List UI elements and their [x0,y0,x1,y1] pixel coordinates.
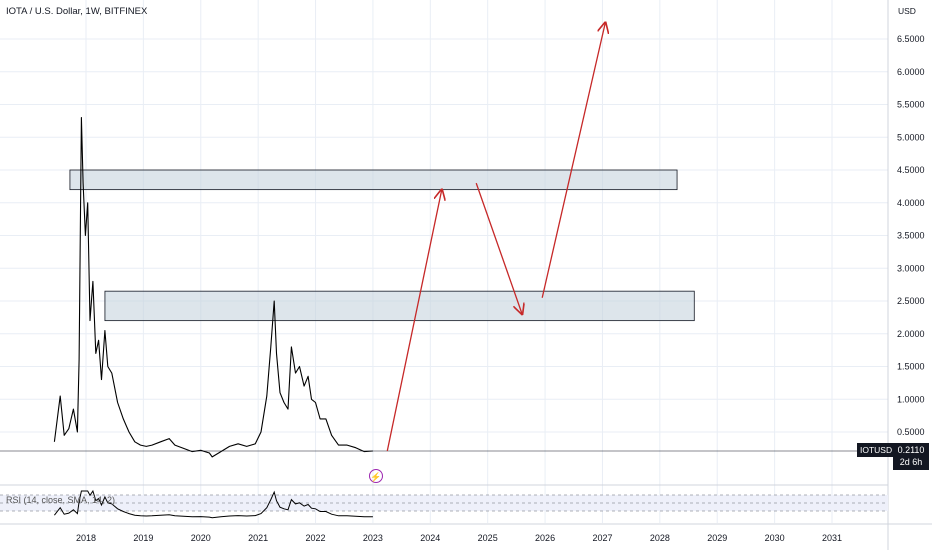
projection-arrow [386,190,442,452]
x-tick-label: 2027 [592,533,612,543]
resistance-zone [69,169,678,191]
x-tick-label: 2018 [76,533,96,543]
chart-legend: IOTA / U.S. Dollar, 1W, BITFINEX [6,6,148,17]
bar-countdown: 2d 6h [899,457,923,467]
resistance-zone [104,290,695,322]
rsi-legend: RSI (14, close, SMA, 14, 2) [6,495,116,505]
y-tick-label: 0.5000 [897,427,925,437]
currency-label: USD [898,6,916,16]
y-tick-label: 3.5000 [897,231,925,241]
y-tick-label: 5.0000 [897,132,925,142]
y-tick-label: 2.0000 [897,329,925,339]
y-tick-label: 2.5000 [897,296,925,306]
x-tick-label: 2019 [133,533,153,543]
y-tick-label: 3.0000 [897,263,925,273]
x-tick-label: 2022 [306,533,326,543]
x-tick-label: 2021 [248,533,268,543]
last-price: 0.2110 [897,445,925,455]
x-tick-label: 2025 [478,533,498,543]
projection-arrow [541,23,605,298]
y-tick-label: 6.5000 [897,34,925,44]
price-series-line [53,117,373,458]
projection-arrow [475,182,522,314]
y-tick-label: 5.5000 [897,100,925,110]
y-tick-label: 1.5000 [897,362,925,372]
y-tick-label: 4.0000 [897,198,925,208]
x-tick-label: 2029 [707,533,727,543]
last-price-tag: 0.2110 2d 6h [893,443,929,470]
x-tick-label: 2020 [191,533,211,543]
x-tick-label: 2030 [765,533,785,543]
y-tick-label: 4.5000 [897,165,925,175]
x-tick-label: 2024 [420,533,440,543]
x-tick-label: 2026 [535,533,555,543]
y-tick-label: 1.0000 [897,394,925,404]
y-tick-label: 6.0000 [897,67,925,77]
symbol-tag: IOTUSD [857,443,896,457]
lightning-icon[interactable]: ⚡ [369,469,383,483]
x-tick-label: 2031 [822,533,842,543]
x-tick-label: 2028 [650,533,670,543]
x-tick-label: 2023 [363,533,383,543]
rsi-line [54,489,373,519]
